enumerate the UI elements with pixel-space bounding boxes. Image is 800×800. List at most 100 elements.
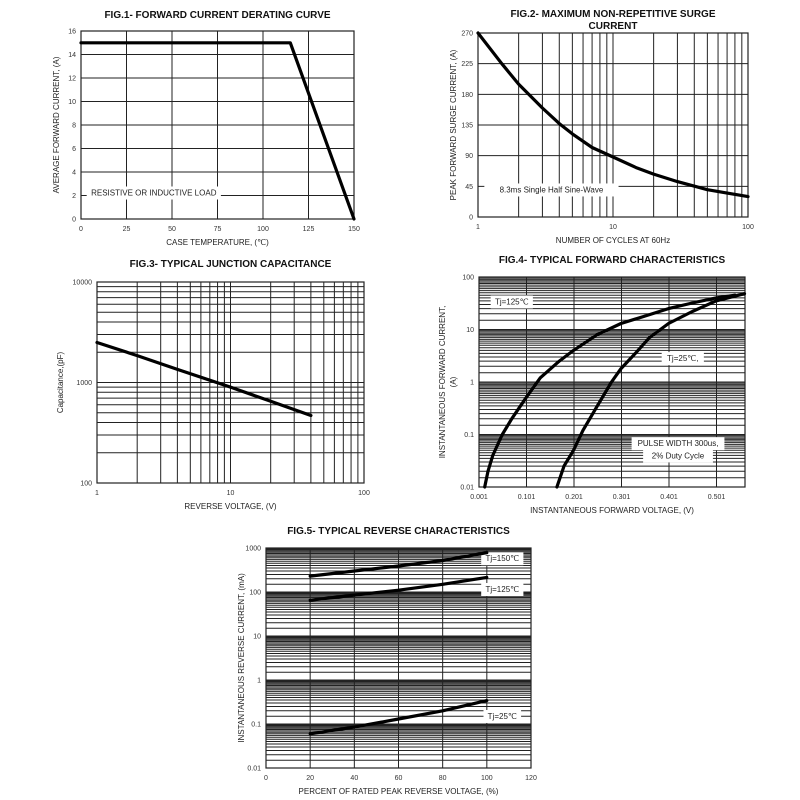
x-axis-label: CASE TEMPERATURE, (℃) bbox=[166, 238, 269, 247]
plot-frame bbox=[96, 281, 365, 484]
annotation-background bbox=[483, 709, 522, 723]
grid-lines bbox=[265, 547, 532, 769]
y-tick-label: 135 bbox=[461, 123, 473, 130]
chart-annotation: Tj=150℃ bbox=[485, 554, 519, 563]
y-axis-label-line: (A) bbox=[449, 376, 458, 387]
x-axis-label: REVERSE VOLTAGE, (V) bbox=[184, 502, 277, 511]
x-tick-label: 0.201 bbox=[565, 494, 583, 501]
grid-lines bbox=[96, 281, 365, 484]
x-tick-label: 10 bbox=[609, 224, 617, 231]
x-tick-label: 40 bbox=[350, 775, 358, 782]
y-tick-label: 0.01 bbox=[247, 766, 261, 773]
chart-annotation: Tj=25℃, bbox=[667, 354, 698, 363]
annotation-background bbox=[481, 583, 524, 596]
x-tick-label: 75 bbox=[214, 226, 222, 233]
y-tick-label: 14 bbox=[68, 52, 76, 59]
y-tick-label: 180 bbox=[461, 92, 473, 99]
y-axis-label: PEAK FORWARD SURGE CURRENT, (A) bbox=[449, 49, 458, 200]
chart-annotation: 2% Duty Cycle bbox=[652, 451, 705, 460]
y-axis-label: Capacitance,(pF) bbox=[56, 351, 65, 413]
x-tick-label: 100 bbox=[257, 226, 269, 233]
y-axis-label: INSTANTANEOUS REVERSE CURRENT, (mA) bbox=[237, 573, 246, 743]
x-tick-label: 60 bbox=[395, 775, 403, 782]
y-tick-label: 100 bbox=[80, 481, 92, 488]
plot-frame bbox=[80, 30, 355, 220]
fig2-chart: FIG.2- MAXIMUM NON-REPETITIVE SURGE CURRE… bbox=[449, 9, 754, 245]
y-axis-label-line: INSTANTANEOUS FORWARD CURRENT, bbox=[438, 306, 447, 459]
y-axis-label: INSTANTANEOUS FORWARD CURRENT, (A) bbox=[438, 306, 458, 459]
chart-annotation: Tj=125℃ bbox=[495, 297, 529, 306]
x-tick-label: 125 bbox=[303, 226, 315, 233]
x-axis-label: PERCENT OF RATED PEAK REVERSE VOLTAGE, (… bbox=[299, 787, 499, 796]
x-tick-label: 0.101 bbox=[518, 494, 536, 501]
y-tick-label: 12 bbox=[68, 76, 76, 83]
y-tick-label: 16 bbox=[68, 29, 76, 36]
y-tick-label: 8 bbox=[72, 123, 76, 130]
series-line-1 bbox=[95, 340, 313, 418]
series-line-1 bbox=[483, 293, 737, 489]
y-tick-label: 10000 bbox=[73, 280, 93, 287]
chart-annotation: 8.3ms Single Half Sine-Wave bbox=[500, 185, 604, 194]
chart-title-line: FIG.2- MAXIMUM NON-REPETITIVE SURGE bbox=[510, 9, 715, 20]
x-tick-label: 25 bbox=[123, 226, 131, 233]
annotation-background bbox=[631, 437, 725, 451]
y-axis-label: AVERAGE FORWARD CURRENT, (A) bbox=[52, 56, 61, 193]
chart-title: FIG.5- TYPICAL REVERSE CHARACTERISTICS bbox=[287, 526, 510, 537]
fig5-chart: FIG.5- TYPICAL REVERSE CHARACTERISTICS Tj… bbox=[237, 526, 537, 796]
x-tick-label: 150 bbox=[348, 226, 360, 233]
chart-annotation: Tj=25℃ bbox=[488, 712, 517, 721]
x-tick-label: 50 bbox=[168, 226, 176, 233]
y-tick-label: 6 bbox=[72, 146, 76, 153]
annotation-background bbox=[661, 352, 704, 366]
chart-title: FIG.4- TYPICAL FORWARD CHARACTERISTICS bbox=[499, 255, 726, 266]
annotation-background bbox=[481, 552, 524, 566]
y-tick-label: 0.1 bbox=[464, 432, 474, 439]
x-tick-label: 0.001 bbox=[470, 494, 488, 501]
y-tick-label: 2 bbox=[72, 193, 76, 200]
y-tick-label: 0 bbox=[72, 217, 76, 224]
y-tick-label: 100 bbox=[249, 590, 261, 597]
x-tick-label: 120 bbox=[525, 775, 537, 782]
x-tick-label: 100 bbox=[481, 775, 493, 782]
chart-title-line: CURRENT bbox=[589, 21, 638, 32]
y-tick-label: 1 bbox=[257, 678, 261, 685]
x-tick-label: 80 bbox=[439, 775, 447, 782]
y-tick-label: 1000 bbox=[245, 546, 261, 553]
x-tick-label: 0.401 bbox=[660, 494, 678, 501]
y-tick-label: 10 bbox=[68, 99, 76, 106]
x-tick-label: 100 bbox=[742, 224, 754, 231]
y-tick-label: 1 bbox=[470, 380, 474, 387]
chart-title: FIG.2- MAXIMUM NON-REPETITIVE SURGE CURRE… bbox=[510, 9, 715, 32]
y-tick-label: 100 bbox=[462, 275, 474, 282]
y-tick-label: 270 bbox=[461, 31, 473, 38]
fig4-chart: FIG.4- TYPICAL FORWARD CHARACTERISTICS Tj… bbox=[438, 255, 747, 515]
y-tick-label: 0.01 bbox=[460, 485, 474, 492]
y-tick-label: 10 bbox=[253, 634, 261, 641]
annotation-background bbox=[86, 186, 221, 200]
annotation-background bbox=[484, 183, 619, 197]
x-tick-label: 0 bbox=[79, 226, 83, 233]
annotation-background bbox=[490, 295, 533, 309]
y-tick-label: 90 bbox=[465, 153, 473, 160]
x-tick-label: 0.301 bbox=[613, 494, 631, 501]
y-tick-label: 0 bbox=[469, 215, 473, 222]
chart-annotation: RESISTIVE OR INDUCTIVE LOAD bbox=[91, 189, 217, 198]
x-tick-label: 0 bbox=[264, 775, 268, 782]
x-tick-label: 0.501 bbox=[708, 494, 726, 501]
y-tick-label: 1000 bbox=[76, 380, 92, 387]
x-axis-label: INSTANTANEOUS FORWARD VOLTAGE, (V) bbox=[530, 506, 694, 515]
chart-title: FIG.1- FORWARD CURRENT DERATING CURVE bbox=[104, 10, 330, 21]
x-tick-label: 1 bbox=[476, 224, 480, 231]
x-tick-label: 1 bbox=[95, 490, 99, 497]
series-line-1 bbox=[476, 31, 750, 199]
y-tick-label: 45 bbox=[465, 184, 473, 191]
annotation-background bbox=[643, 449, 713, 463]
plot-frame bbox=[478, 276, 746, 488]
x-tick-label: 20 bbox=[306, 775, 314, 782]
chart-title: FIG.3- TYPICAL JUNCTION CAPACITANCE bbox=[130, 259, 332, 270]
fig3-chart: FIG.3- TYPICAL JUNCTION CAPACITANCE 1 10 10… bbox=[56, 259, 370, 511]
y-tick-label: 4 bbox=[72, 170, 76, 177]
chart-annotation: Tj=125℃ bbox=[485, 585, 519, 594]
x-tick-label: 10 bbox=[227, 490, 235, 497]
